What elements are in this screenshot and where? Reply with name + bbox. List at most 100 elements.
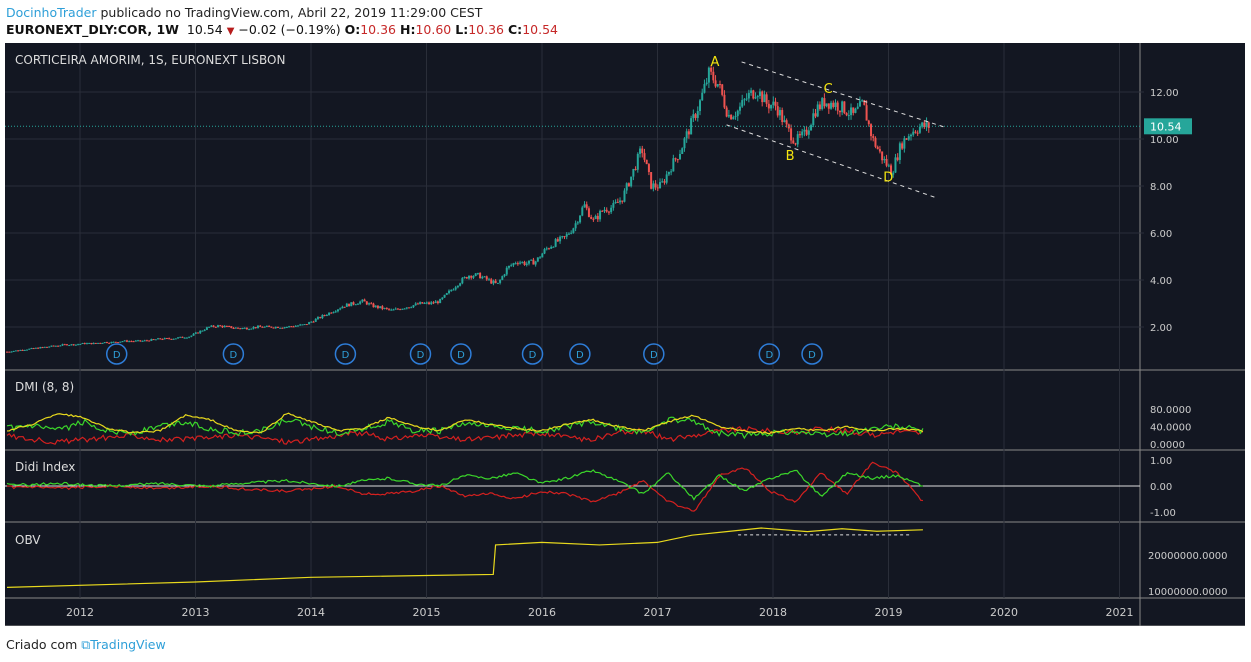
last-price: 10.54 — [186, 22, 223, 37]
candle — [863, 100, 866, 106]
candle — [332, 312, 335, 314]
candle — [21, 349, 24, 351]
candle — [88, 342, 91, 344]
candle — [705, 82, 708, 85]
dividend-icon — [334, 343, 357, 365]
candle — [507, 265, 510, 268]
obv-line — [6, 527, 923, 588]
chart-canvas[interactable]: 2012 2013 2014 2015 2016 2017 2018 2019 2020 2021… — [5, 43, 1245, 627]
candle — [505, 267, 508, 275]
candle — [241, 328, 244, 330]
candle — [348, 303, 351, 307]
candle — [92, 342, 95, 345]
candle — [432, 302, 435, 304]
candle — [594, 215, 597, 219]
candle — [605, 209, 608, 212]
candle — [865, 105, 868, 121]
candle — [99, 342, 102, 344]
candle — [10, 351, 13, 353]
candle — [179, 336, 182, 338]
candle — [861, 100, 864, 102]
candle — [365, 301, 368, 305]
author-link[interactable]: DocinhoTrader — [6, 5, 97, 20]
candle — [445, 293, 448, 295]
candle — [825, 103, 828, 107]
candle — [492, 280, 495, 284]
candle — [532, 259, 535, 265]
candle — [590, 216, 593, 219]
candle — [627, 183, 630, 187]
dmi-title: DMI (8, 8) — [15, 380, 74, 394]
candle — [285, 326, 288, 328]
candle — [850, 107, 853, 116]
candle — [214, 326, 217, 328]
chart-area[interactable]: 2012 2013 2014 2015 2016 2017 2018 2019 2020 2021… — [5, 43, 1245, 627]
candle — [81, 343, 84, 345]
candle — [105, 342, 108, 344]
candle — [472, 276, 475, 278]
candle — [890, 165, 893, 175]
candle — [601, 210, 604, 212]
candle — [672, 158, 675, 172]
candle — [481, 276, 484, 279]
candle — [90, 342, 93, 345]
candle — [918, 126, 921, 133]
time-tick: 2016 — [528, 606, 556, 619]
candle — [72, 344, 75, 346]
candle — [70, 344, 73, 346]
candle — [154, 339, 157, 341]
candle — [65, 344, 68, 346]
price-tick: 12.00 — [1150, 88, 1179, 99]
candle — [163, 338, 166, 340]
candle — [772, 101, 775, 106]
candle — [659, 182, 662, 189]
candle — [303, 324, 306, 326]
candle — [876, 146, 879, 150]
candle — [77, 344, 80, 346]
trendline — [741, 61, 948, 129]
candle — [581, 207, 584, 216]
candle — [883, 158, 886, 161]
candle — [539, 257, 542, 259]
time-tick: 2013 — [182, 606, 210, 619]
dmi-tick: 0.0000 — [1150, 440, 1185, 451]
candle — [512, 263, 515, 266]
candle — [479, 272, 482, 279]
candle — [847, 115, 850, 117]
price-tick: 4.00 — [1150, 276, 1172, 287]
candle — [830, 102, 833, 109]
candle — [281, 327, 284, 329]
candle — [630, 176, 633, 187]
candle — [898, 143, 901, 160]
candle — [774, 101, 777, 107]
didi-tick: 1.00 — [1150, 456, 1172, 467]
price-tick: 10.00 — [1150, 135, 1179, 146]
candle — [792, 140, 795, 144]
candle — [272, 327, 275, 329]
candle — [319, 317, 322, 319]
candle — [650, 172, 653, 189]
candle — [183, 337, 186, 339]
close: 10.54 — [522, 22, 558, 37]
candle — [696, 111, 699, 118]
candle — [798, 134, 801, 136]
candle — [767, 103, 770, 109]
candle — [727, 114, 730, 117]
candle — [881, 151, 884, 161]
candle — [74, 344, 77, 346]
candle — [288, 326, 291, 328]
candle — [887, 165, 890, 167]
candle — [896, 157, 899, 160]
tradingview-link[interactable]: TradingView — [90, 637, 166, 652]
candle — [576, 222, 579, 224]
candle — [392, 309, 395, 311]
candle — [430, 302, 433, 305]
candle — [834, 102, 837, 107]
candle — [283, 327, 286, 329]
candle — [527, 260, 530, 264]
candle — [523, 261, 526, 265]
candle — [561, 236, 564, 238]
candle — [408, 307, 411, 309]
candle — [361, 299, 364, 302]
candle — [350, 302, 353, 307]
